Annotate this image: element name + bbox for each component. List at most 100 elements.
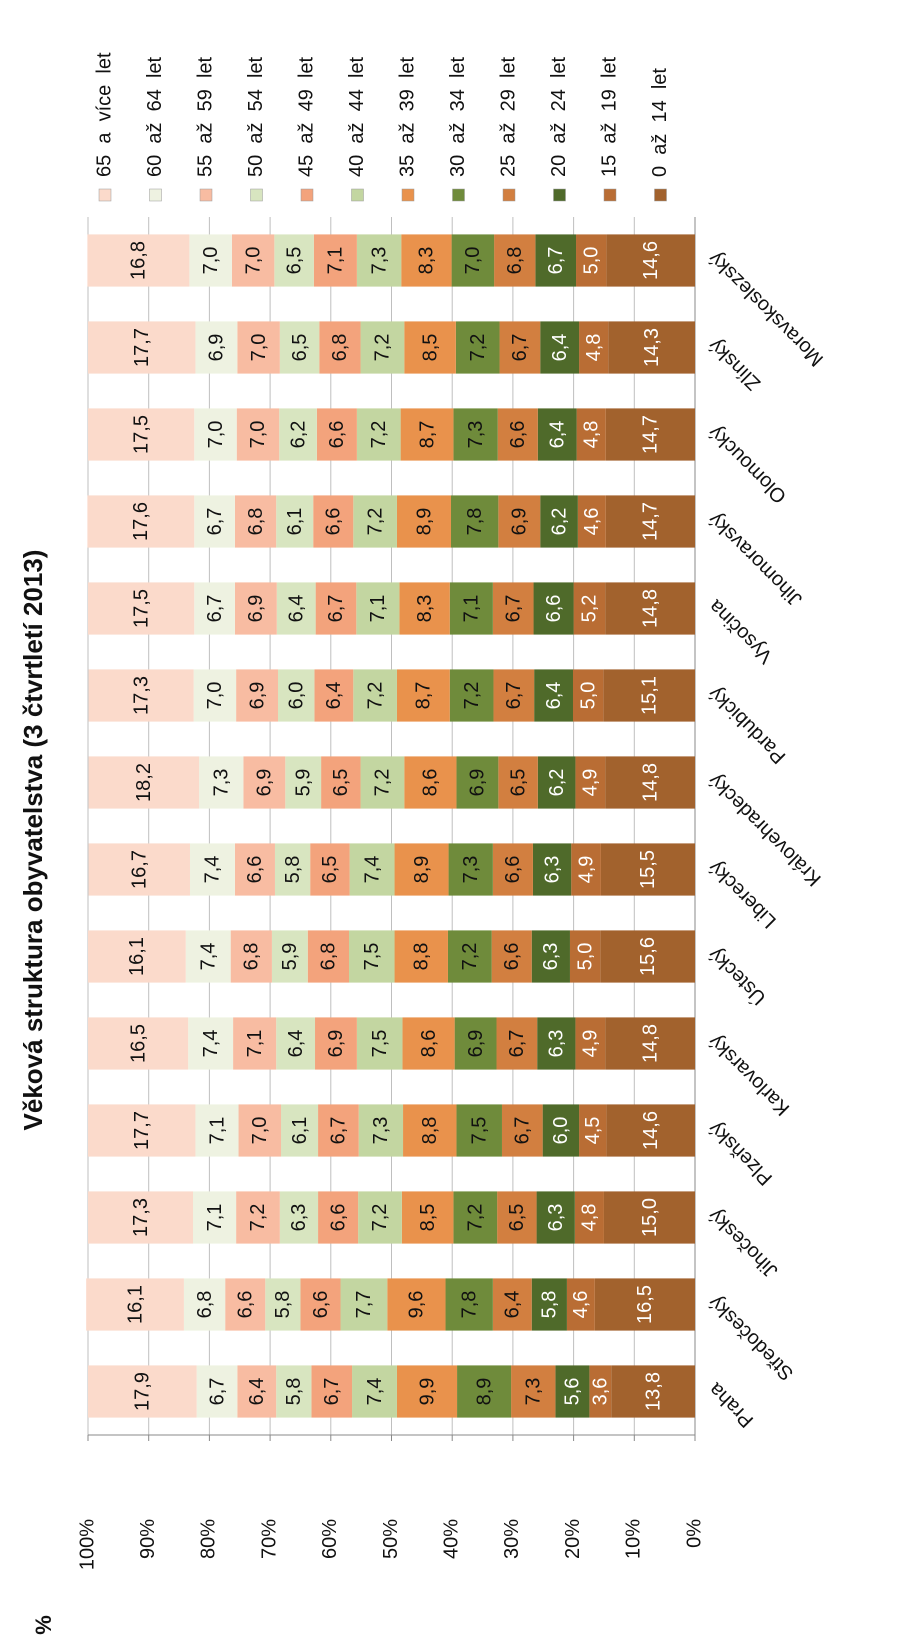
value-label: 7,1 (325, 247, 347, 275)
bar-segment (236, 1191, 280, 1244)
bar-segment (540, 495, 578, 548)
value-label: 6,9 (246, 682, 268, 710)
value-label: 4,5 (582, 1117, 604, 1145)
value-label: 5,9 (279, 943, 301, 971)
bar-segment (321, 756, 361, 809)
value-label: 6,6 (310, 1291, 332, 1319)
value-label: 6,8 (504, 247, 526, 275)
bar-segment (497, 408, 538, 461)
bar-segment (230, 930, 272, 983)
bar-segment (579, 1104, 607, 1157)
bar-segment (310, 843, 350, 896)
bar-segment (88, 582, 195, 635)
value-label: 7,1 (461, 595, 483, 623)
bar-segment (540, 321, 580, 374)
legend-swatch (149, 188, 162, 202)
value-label: 6,5 (507, 769, 529, 797)
bar-segment (576, 234, 607, 287)
value-label: 6,0 (285, 682, 307, 710)
value-label: 15,0 (639, 1198, 661, 1237)
value-label: 15,6 (637, 937, 659, 976)
bar-segment (492, 582, 534, 635)
bar-segment (394, 930, 448, 983)
bar-segment (183, 1278, 226, 1331)
value-label: 7,2 (369, 1204, 391, 1232)
value-label: 6,7 (545, 247, 567, 275)
bar-segment (189, 843, 235, 896)
y-tick-label: 20% (562, 1519, 584, 1559)
bar-segment (387, 1278, 446, 1331)
legend-label: 50 až 54 let (245, 56, 267, 177)
value-label: 6,3 (540, 943, 562, 971)
value-label: 6,3 (288, 1204, 310, 1232)
bar-segment (445, 1278, 493, 1331)
value-label: 6,8 (318, 943, 340, 971)
value-label: 7,5 (361, 943, 383, 971)
value-label: 6,6 (543, 595, 565, 623)
bar-segment (87, 234, 190, 287)
bar-segment (88, 321, 196, 374)
y-tick-label: 10% (623, 1519, 645, 1559)
value-label: 5,6 (562, 1378, 584, 1406)
bar-segment (195, 1104, 239, 1157)
bar-segment (534, 669, 573, 722)
value-label: 7,0 (249, 1117, 271, 1145)
value-label: 6,6 (326, 421, 348, 449)
bar-segment (537, 756, 576, 809)
value-label: 6,1 (284, 508, 306, 536)
y-tick-label: 30% (501, 1519, 523, 1559)
bar-segment (225, 1278, 266, 1331)
legend-swatch (199, 188, 213, 202)
value-label: 6,6 (323, 508, 345, 536)
bar-segment (401, 1191, 454, 1244)
bar-segment (453, 408, 498, 461)
legend-label: 40 až 44 let (346, 56, 368, 177)
value-label: 4,8 (583, 334, 605, 362)
value-label: 7,3 (523, 1378, 545, 1406)
bar-segment (189, 234, 232, 287)
value-label: 4,8 (579, 1204, 601, 1232)
value-label: 7,2 (372, 769, 394, 797)
bar-segment (579, 321, 609, 374)
y-tick-label: 70% (258, 1519, 280, 1559)
bar-segment (194, 582, 235, 635)
bar-segment (188, 1017, 234, 1070)
value-label: 4,9 (580, 1030, 602, 1058)
value-label: 8,8 (411, 943, 433, 971)
value-label: 4,6 (570, 1291, 592, 1319)
bar-segment (603, 669, 696, 722)
bar-segment (315, 1017, 357, 1070)
bar-segment (447, 930, 492, 983)
value-label: 5,2 (579, 595, 601, 623)
bar-segment (88, 930, 186, 983)
bar-segment (88, 1365, 197, 1418)
bar-segment (356, 234, 402, 287)
legend-label: 20 až 24 let (548, 56, 570, 177)
bar-segment (572, 669, 604, 722)
bar-segment (194, 495, 235, 548)
bar-segment (316, 408, 357, 461)
bar-segment (353, 669, 397, 722)
bar-segment (313, 234, 357, 287)
bar-segment (271, 930, 308, 983)
value-label: 7,3 (211, 769, 233, 797)
value-label: 14,6 (640, 1111, 662, 1150)
bar-segment (605, 495, 695, 548)
bar-segment (318, 1191, 359, 1244)
value-label: 6,3 (546, 1030, 568, 1058)
value-label: 16,8 (128, 241, 150, 280)
value-label: 17,5 (130, 589, 152, 628)
bar-segment (237, 1365, 277, 1418)
value-label: 7,0 (462, 247, 484, 275)
value-label: 6,9 (465, 1030, 487, 1058)
bar-segment (352, 1365, 397, 1418)
value-label: 7,1 (367, 595, 389, 623)
bar-segment (276, 1365, 312, 1418)
bar-segment (457, 1365, 512, 1418)
bar-segment (313, 495, 354, 548)
value-label: 9,6 (406, 1291, 428, 1319)
value-label: 6,0 (550, 1117, 572, 1145)
value-label: 17,3 (130, 676, 152, 715)
value-label: 7,0 (205, 421, 227, 449)
